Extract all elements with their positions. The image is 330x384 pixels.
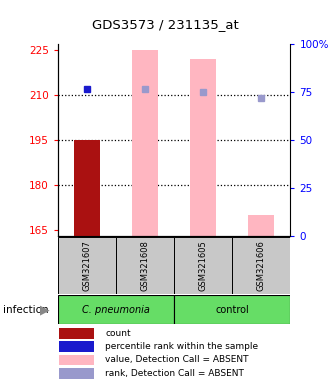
Text: GSM321607: GSM321607 [82, 240, 91, 291]
Bar [58, 295, 174, 324]
Text: GSM321608: GSM321608 [141, 240, 149, 291]
Text: count: count [105, 329, 131, 338]
Text: GSM321606: GSM321606 [257, 240, 266, 291]
Bar [59, 328, 94, 339]
Bar [59, 341, 94, 352]
Text: C. pneumonia: C. pneumonia [82, 305, 150, 314]
Text: ▶: ▶ [40, 304, 50, 317]
Bar [132, 50, 158, 236]
Bar [59, 354, 94, 366]
Bar [232, 237, 290, 294]
Bar [58, 237, 116, 294]
Bar [174, 295, 290, 324]
Bar [190, 59, 216, 236]
Bar [59, 368, 94, 379]
Bar [174, 237, 232, 294]
Text: GSM321605: GSM321605 [199, 240, 208, 291]
Text: infection: infection [3, 305, 49, 315]
Text: GDS3573 / 231135_at: GDS3573 / 231135_at [92, 18, 238, 31]
Bar [74, 140, 100, 236]
Text: value, Detection Call = ABSENT: value, Detection Call = ABSENT [105, 356, 249, 364]
Bar [248, 215, 275, 236]
Text: percentile rank within the sample: percentile rank within the sample [105, 342, 258, 351]
Text: rank, Detection Call = ABSENT: rank, Detection Call = ABSENT [105, 369, 244, 378]
Text: control: control [215, 305, 249, 314]
Bar [116, 237, 174, 294]
